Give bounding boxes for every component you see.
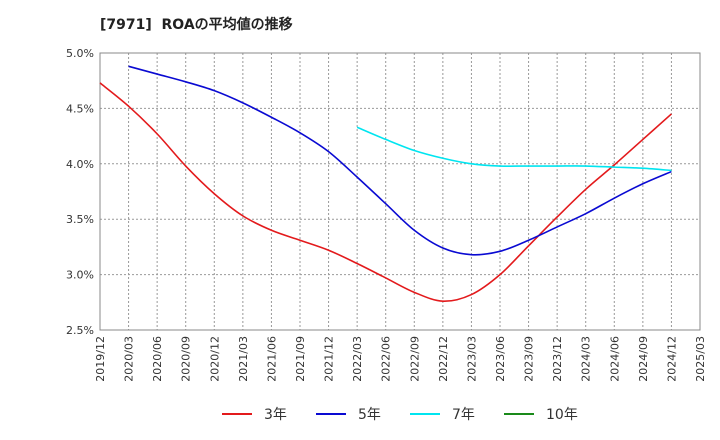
plot-area [100,53,700,330]
x-tick-label: 2022/06 [380,336,393,382]
chart-title: [7971] ROAの平均値の推移 [100,17,293,33]
x-tick-label: 2025/03 [694,336,707,382]
x-tick-label: 2023/03 [465,336,478,382]
legend-label: 10年 [546,407,578,423]
series-line-3 [356,126,672,172]
y-tick-label: 5.0% [66,47,94,60]
x-tick-label: 2022/03 [351,336,364,382]
x-tick-label: 2022/12 [437,336,450,382]
x-tick-label: 2021/09 [294,336,307,382]
y-tick-label: 3.5% [66,213,94,226]
y-tick-label: 2.5% [66,324,94,337]
series-line-1 [99,82,672,302]
x-tick-label: 2023/06 [494,336,507,382]
series-line-2 [128,65,672,256]
x-tick-label: 2020/09 [180,336,193,382]
x-tick-label: 2024/12 [665,336,678,382]
x-tick-label: 2024/03 [580,336,593,382]
x-tick-label: 2021/12 [323,336,336,382]
y-tick-label: 3.0% [66,269,94,282]
x-tick-label: 2020/03 [123,336,136,382]
legend-label: 7年 [452,407,475,423]
x-tick-label: 2023/12 [551,336,564,382]
x-tick-label: 2020/06 [151,336,164,382]
x-tick-label: 2022/09 [408,336,421,382]
y-tick-label: 4.0% [66,158,94,171]
x-tick-label: 2024/06 [608,336,621,382]
x-tick-label: 2019/12 [94,336,107,382]
x-tick-label: 2024/09 [637,336,650,382]
x-tick-label: 2021/06 [265,336,278,382]
x-tick-label: 2023/09 [523,336,536,382]
legend-label: 3年 [264,407,287,423]
x-tick-label: 2021/03 [237,336,250,382]
plot-border [99,52,701,331]
y-tick-label: 4.5% [66,102,94,115]
legend-label: 5年 [358,407,381,423]
x-tick-label: 2020/12 [208,336,221,382]
